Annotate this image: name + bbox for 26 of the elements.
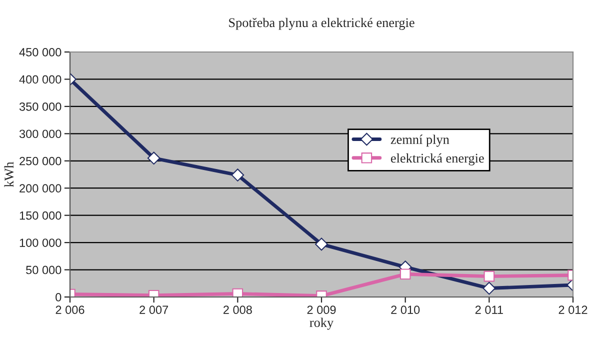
legend-label: zemní plyn xyxy=(390,134,450,147)
y-tick-label: 400 000 xyxy=(19,75,62,84)
y-tick-label: 300 000 xyxy=(19,130,62,138)
x-tick-label: 2 010 xyxy=(391,306,420,314)
x-axis-title: roky xyxy=(310,318,334,330)
y-tick-label: 200 000 xyxy=(20,184,62,193)
chart-title: Spotřeba plynu a elektrické energie xyxy=(229,18,414,30)
x-tick-label: 2 008 xyxy=(223,306,252,314)
y-tick-label: 350 000 xyxy=(19,102,62,111)
y-tick-label: 150 000 xyxy=(20,211,62,220)
x-tick-label: 2 007 xyxy=(140,306,168,314)
x-tick-label: 2 009 xyxy=(307,306,336,314)
point xyxy=(232,288,244,297)
point xyxy=(315,238,328,251)
x-tick-label: 2 006 xyxy=(56,306,84,314)
y-tick-label: 0 xyxy=(56,293,62,302)
point xyxy=(231,168,244,182)
y-axis-title: kWh xyxy=(4,162,14,188)
x-tick-label: 2 012 xyxy=(558,306,588,314)
x-tick-label: 2 011 xyxy=(475,306,503,314)
point xyxy=(400,268,411,280)
y-tick-label: 450 000 xyxy=(19,48,62,56)
legend-label: elektrická energie xyxy=(390,153,484,166)
y-tick-label: 250 000 xyxy=(20,156,62,166)
y-tick-label: 100 000 xyxy=(20,238,62,247)
y-tick-label: 50 000 xyxy=(26,266,62,274)
